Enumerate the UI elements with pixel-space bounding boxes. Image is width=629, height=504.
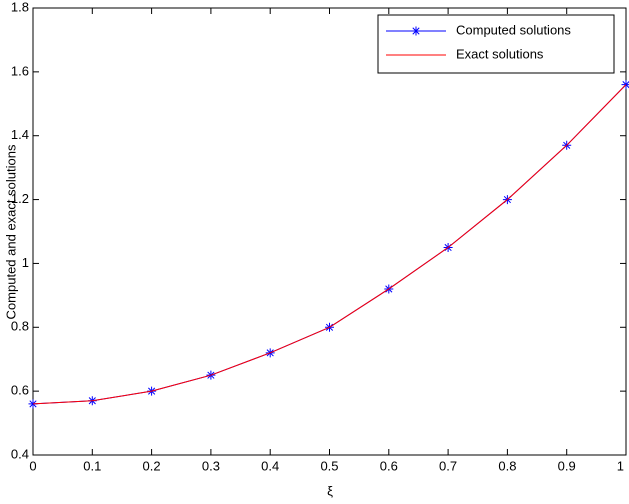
plot-area xyxy=(32,7,627,456)
x-tick-label: 0.6 xyxy=(380,458,398,473)
x-tick-label: 0.3 xyxy=(202,458,220,473)
series-line xyxy=(32,84,627,405)
y-axis-label: Computed and exact solutions xyxy=(3,144,18,319)
x-axis-label: ξ xyxy=(327,483,333,498)
x-tick-label: 0.1 xyxy=(83,458,101,473)
x-tick-label: 0.5 xyxy=(320,458,338,473)
y-tick-label: 1.8 xyxy=(11,0,29,14)
y-tick-label: 0.8 xyxy=(11,319,29,334)
legend-box xyxy=(377,14,615,74)
legend: Computed solutions Exact solutions xyxy=(377,14,615,74)
x-tick-label: 0.7 xyxy=(439,458,457,473)
y-tick-label: 0.6 xyxy=(11,383,29,398)
legend-marker xyxy=(411,26,421,36)
x-tick-label: 0.8 xyxy=(498,458,516,473)
x-tick-label: 1 xyxy=(617,458,624,473)
y-tick-label: 1.4 xyxy=(11,127,29,142)
y-tick-label: 1 xyxy=(22,255,29,270)
x-tick-label: 0.9 xyxy=(558,458,576,473)
legend-label: Exact solutions xyxy=(456,46,544,61)
y-tick-label: 1.2 xyxy=(11,191,29,206)
x-tick-label: 0.2 xyxy=(143,458,161,473)
y-tick-label: 0.4 xyxy=(11,446,29,461)
x-tick-label: 0 xyxy=(29,458,36,473)
legend-label: Computed solutions xyxy=(456,22,571,37)
x-tick-label: 0.4 xyxy=(261,458,279,473)
y-tick-label: 1.6 xyxy=(11,63,29,78)
